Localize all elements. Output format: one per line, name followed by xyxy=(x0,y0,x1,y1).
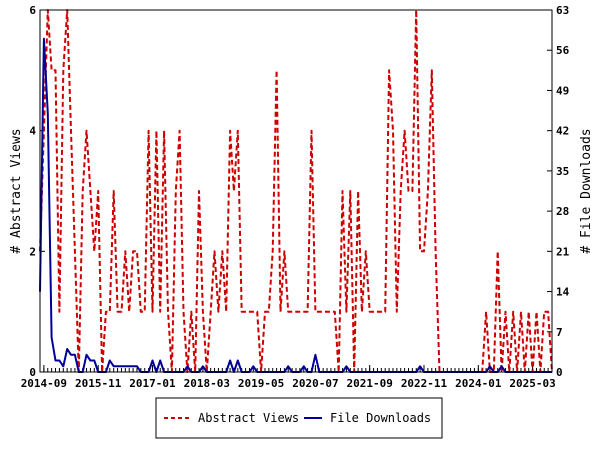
y-right-tick-label: 0 xyxy=(556,366,563,379)
y-left-tick-label: 6 xyxy=(29,4,36,17)
y-right-tick-label: 35 xyxy=(556,165,569,178)
tick-labels: 2014-09 2015-11 2017-01 2018-03 2019-05 2020-… xyxy=(21,4,570,390)
legend-box xyxy=(155,397,443,439)
x-tick-label: 2025-03 xyxy=(509,377,555,390)
x-tick-label: 2024-01 xyxy=(455,377,502,390)
y-right-tick-label: 14 xyxy=(556,286,570,299)
y-right-tick-label: 49 xyxy=(556,84,569,97)
left-axis-title: # Abstract Views xyxy=(9,128,24,253)
plot-frame xyxy=(39,9,553,373)
y-left-tick-label: 4 xyxy=(29,125,36,138)
y-left-tick-label: 0 xyxy=(29,366,36,379)
legend-label-abstract-views: Abstract Views xyxy=(198,411,299,425)
y-left-tick-label: 2 xyxy=(29,245,36,258)
x-tick-label: 2021-09 xyxy=(347,377,393,390)
y-right-tick-label: 63 xyxy=(556,4,569,17)
y-right-tick-label: 7 xyxy=(556,326,563,339)
legend: Abstract Views File Downloads xyxy=(155,397,443,439)
x-tick-label: 2017-01 xyxy=(129,377,176,390)
x-tick-label: 2018-03 xyxy=(184,377,230,390)
x-tick-label: 2020-07 xyxy=(292,377,338,390)
x-tick-label: 2022-11 xyxy=(401,377,448,390)
y-right-tick-label: 28 xyxy=(556,205,569,218)
x-tick-label: 2015-11 xyxy=(75,377,122,390)
y-right-tick-label: 56 xyxy=(556,44,570,57)
plot-area xyxy=(40,10,552,372)
legend-label-file-downloads: File Downloads xyxy=(330,411,431,425)
y-right-tick-label: 21 xyxy=(556,245,570,258)
x-tick-label: 2014-09 xyxy=(21,377,67,390)
x-tick-label: 2019-05 xyxy=(238,377,284,390)
right-axis-title: # File Downloads xyxy=(579,128,594,253)
y-right-tick-label: 42 xyxy=(556,125,569,138)
